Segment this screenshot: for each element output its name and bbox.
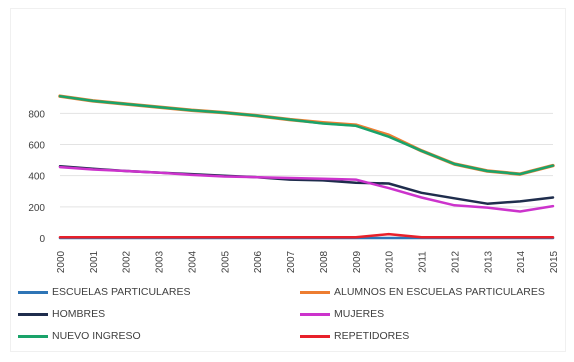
series-line-mujeres xyxy=(58,165,555,213)
x-tick-label: 2001 xyxy=(89,250,100,273)
chart-legend: ESCUELAS PARTICULARES ALUMNOS EN ESCUELA… xyxy=(18,284,568,354)
y-tick-label: 800 xyxy=(28,109,45,120)
x-tick-label: 2011 xyxy=(418,251,429,273)
legend-label: NUEVO INGRESO xyxy=(52,330,141,342)
x-tick-label: 2008 xyxy=(319,250,330,273)
legend-item-mujeres: MUJERES xyxy=(300,306,384,322)
legend-swatch xyxy=(300,312,330,316)
legend-item-nuevo-ingreso: NUEVO INGRESO xyxy=(18,328,141,344)
y-tick-label: 600 xyxy=(28,141,45,152)
y-tick-label: 0 xyxy=(39,234,45,245)
x-tick-label: 2004 xyxy=(187,250,198,273)
legend-label: ALUMNOS EN ESCUELAS PARTICULARES xyxy=(334,286,545,298)
series-line-nuevo-ingreso xyxy=(58,94,555,176)
series-line-repetidores xyxy=(58,232,555,239)
x-tick-label: 2010 xyxy=(385,250,396,273)
legend-label: HOMBRES xyxy=(52,308,106,320)
legend-label: ESCUELAS PARTICULARES xyxy=(52,286,191,298)
x-tick-label: 2014 xyxy=(516,250,527,273)
x-tick-label: 2006 xyxy=(253,250,264,273)
x-tick-label: 2009 xyxy=(352,250,363,273)
legend-swatch xyxy=(300,290,330,294)
x-tick-label: 2000 xyxy=(56,250,67,273)
legend-swatch xyxy=(300,334,330,338)
legend-item-hombres: HOMBRES xyxy=(18,306,105,322)
legend-item-repetidores: REPETIDORES xyxy=(300,328,409,344)
legend-swatch xyxy=(18,312,48,316)
legend-swatch xyxy=(18,334,48,338)
series-line-alumnos-en-escuelas-particulares xyxy=(58,94,555,176)
y-tick-label: 400 xyxy=(28,172,45,183)
x-tick-label: 2013 xyxy=(483,250,494,273)
x-tick-label: 2015 xyxy=(549,250,560,273)
x-tick-label: 2005 xyxy=(220,250,231,273)
x-tick-label: 2012 xyxy=(450,250,461,273)
legend-item-alumnos-en-escuelas-particulares: ALUMNOS EN ESCUELAS PARTICULARES xyxy=(300,284,545,300)
y-tick-label: 200 xyxy=(28,203,45,214)
legend-label: REPETIDORES xyxy=(334,330,410,342)
x-tick-label: 2003 xyxy=(155,250,166,273)
legend-item-escuelas-particulares: ESCUELAS PARTICULARES xyxy=(18,284,191,300)
x-tick-label: 2007 xyxy=(286,250,297,273)
legend-swatch xyxy=(18,290,48,294)
legend-label: MUJERES xyxy=(334,308,385,320)
x-tick-label: 2002 xyxy=(122,250,133,273)
